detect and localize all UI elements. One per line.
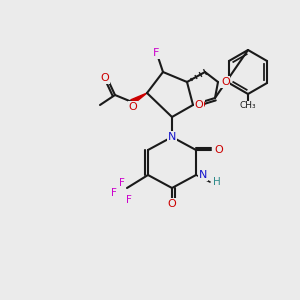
Text: H: H (213, 177, 221, 187)
Text: N: N (199, 170, 207, 180)
Text: O: O (100, 73, 109, 83)
Text: F: F (153, 48, 159, 58)
Text: F: F (126, 195, 132, 205)
Polygon shape (131, 93, 147, 104)
Text: N: N (168, 132, 176, 142)
Text: O: O (195, 100, 203, 110)
Text: CH₃: CH₃ (240, 101, 256, 110)
Text: O: O (221, 77, 230, 87)
Text: O: O (214, 145, 223, 155)
Text: O: O (196, 100, 205, 110)
Text: F: F (119, 178, 125, 188)
Text: O: O (129, 102, 137, 112)
Text: F: F (111, 188, 117, 198)
Text: O: O (168, 199, 176, 209)
